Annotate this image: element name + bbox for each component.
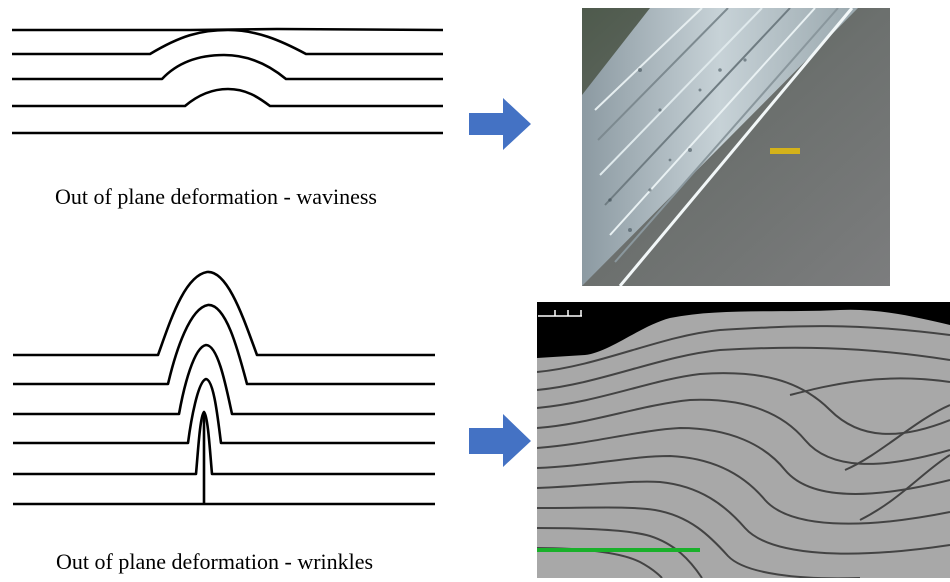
- right-arrow-icon: [469, 414, 531, 467]
- wrinkles-layer-4: [13, 377, 435, 445]
- wrinkle-ct-scan: [537, 302, 950, 578]
- wrinkles-schematic: [13, 270, 435, 506]
- wrinkles-layer-3: [13, 343, 435, 416]
- wrinkles-layer-2: [13, 303, 435, 386]
- waviness-schematic: [12, 27, 444, 135]
- waviness-caption: Out of plane deformation - waviness: [55, 184, 377, 209]
- scale-ticks: [538, 310, 582, 317]
- waviness-layer-4: [12, 87, 443, 108]
- scale-bar: [770, 148, 800, 154]
- ct-layers: [537, 325, 950, 578]
- right-arrow-icon: [469, 98, 531, 150]
- wrinkles-layer-1: [13, 270, 435, 357]
- waviness-micrograph: [582, 8, 890, 286]
- scale-bar: [537, 548, 700, 552]
- waviness-layer-2: [12, 28, 443, 56]
- waviness-layer-3: [12, 53, 443, 81]
- wrinkles-caption: Out of plane deformation - wrinkles: [56, 549, 374, 574]
